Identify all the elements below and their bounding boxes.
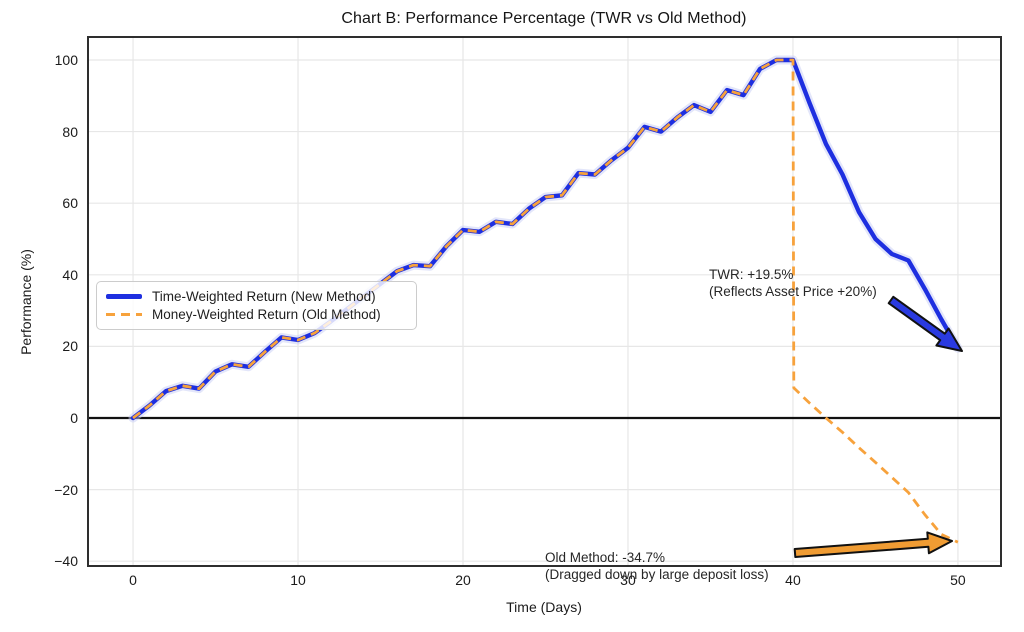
x-axis-label: Time (Days) (506, 599, 582, 615)
legend-item-mwr: Money-Weighted Return (Old Method) (106, 306, 406, 323)
y-tick-label: 80 (62, 123, 78, 140)
y-tick-label: −20 (54, 481, 78, 498)
x-tick-label: 0 (129, 572, 137, 588)
old-method-arrow (793, 531, 953, 558)
twr-line-halo (128, 55, 963, 423)
y-tick-label: 100 (54, 51, 78, 68)
twr-arrow (887, 295, 963, 352)
legend-label-mwr: Money-Weighted Return (Old Method) (152, 307, 381, 322)
y-tick-label: 60 (62, 195, 78, 212)
annotation-old-method-line1: Old Method: -34.7% (545, 550, 666, 565)
annotation-twr: TWR: +19.5% (Reflects Asset Price +20%) (709, 266, 877, 300)
x-tick-label: 50 (950, 572, 966, 588)
legend: Time-Weighted Return (New Method) Money-… (96, 281, 417, 330)
x-tick-label: 20 (455, 572, 471, 588)
x-tick-label: 30 (620, 572, 636, 588)
legend-swatch-twr-line (106, 294, 142, 299)
x-tick-label: 10 (290, 572, 306, 588)
chart-title: Chart B: Performance Percentage (TWR vs … (341, 10, 747, 27)
legend-swatch-mwr-line (106, 312, 142, 317)
y-tick-label: 20 (62, 338, 78, 355)
legend-label-twr: Time-Weighted Return (New Method) (152, 289, 376, 304)
plot-border (87, 36, 1002, 567)
x-tick-label: 40 (785, 572, 801, 588)
y-tick-label: −40 (54, 553, 78, 570)
y-tick-label: 0 (70, 409, 78, 426)
y-tick-label: 40 (62, 266, 78, 283)
annotation-old-method: Old Method: -34.7% (Dragged down by larg… (545, 549, 769, 583)
mwr-line (132, 58, 959, 544)
annotation-twr-line1: TWR: +19.5% (709, 267, 794, 282)
annotation-old-method-line2: (Dragged down by large deposit loss) (545, 567, 769, 582)
annotation-twr-line2: (Reflects Asset Price +20%) (709, 284, 877, 299)
legend-item-twr: Time-Weighted Return (New Method) (106, 288, 406, 305)
